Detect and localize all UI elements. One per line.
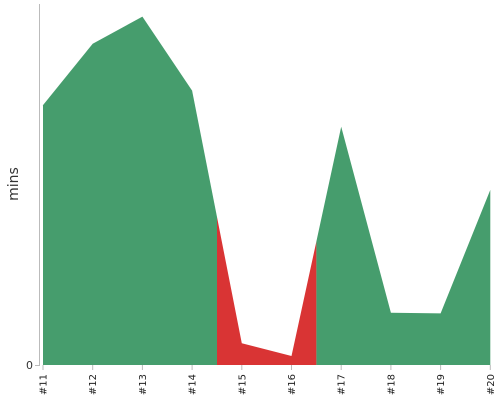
x-tick-label: #14	[188, 374, 199, 395]
y-tick-label: 0	[26, 359, 33, 372]
x-tick-label: #20	[486, 374, 497, 395]
area-series	[43, 16, 491, 365]
x-tick-label: #17	[337, 374, 348, 395]
x-tick-label: #13	[138, 374, 149, 395]
area-segment-good	[316, 126, 491, 365]
x-tick-label: #16	[287, 374, 298, 395]
y-axis-ticks: 0	[26, 359, 40, 372]
x-tick-label: #12	[88, 374, 99, 395]
x-tick-label: #11	[39, 374, 50, 395]
x-tick-label: #18	[386, 374, 397, 395]
x-axis-ticks: #11 #12 #13 #14 #15 #16 #17 #18 #19 #20	[39, 365, 497, 395]
area-segment-good	[43, 16, 217, 365]
x-tick-label: #19	[436, 374, 447, 395]
y-axis-label: mins	[6, 167, 22, 201]
area-segment-bad	[217, 217, 317, 365]
x-tick-label: #15	[237, 374, 248, 395]
